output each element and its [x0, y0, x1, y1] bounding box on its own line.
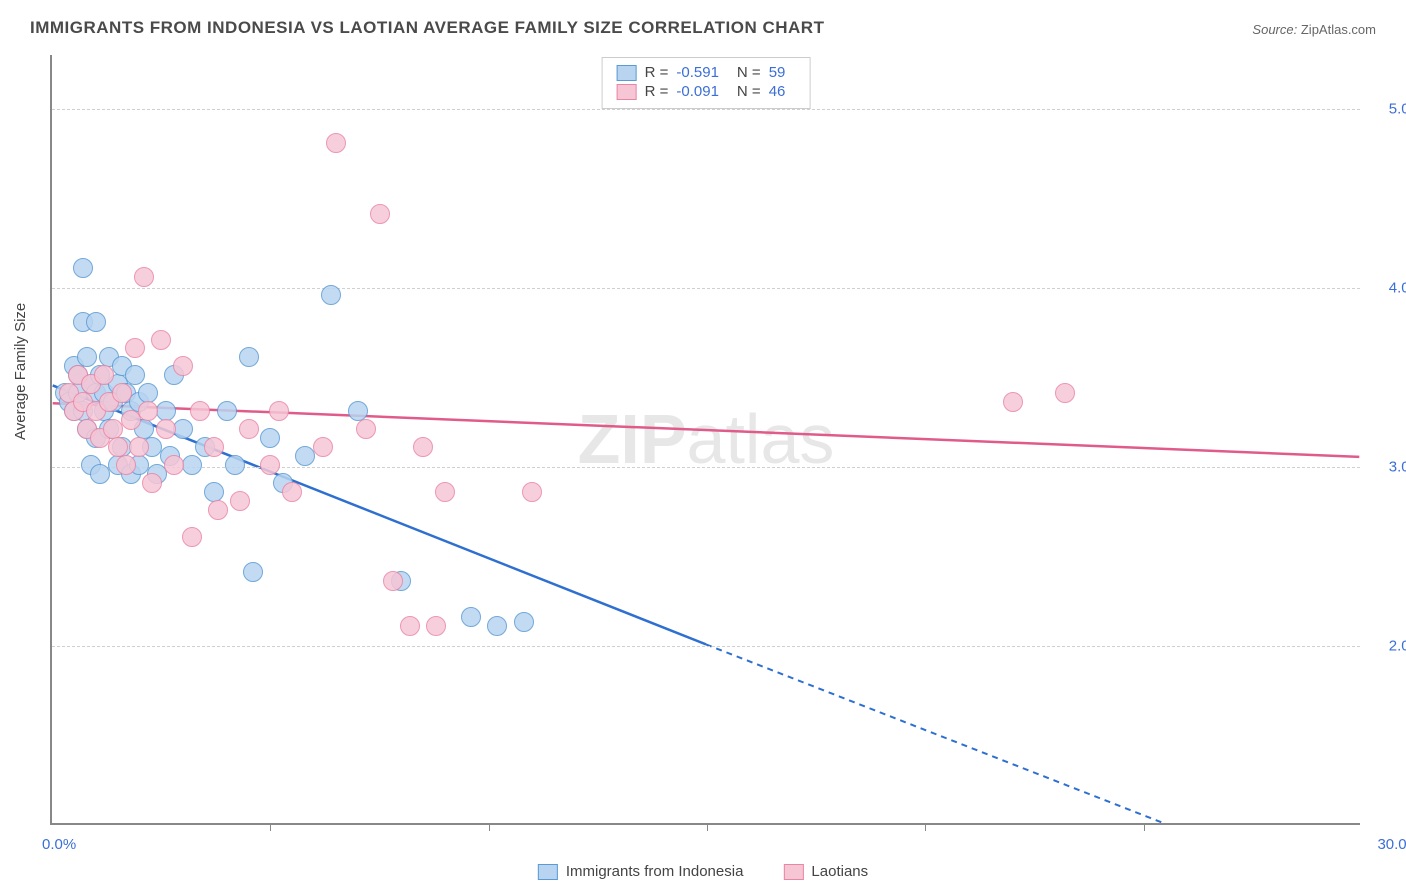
gridline: [52, 646, 1360, 647]
scatter-point: [156, 419, 176, 439]
r-label: R =: [645, 64, 669, 81]
y-tick-label: 5.00: [1389, 100, 1406, 117]
scatter-point: [134, 267, 154, 287]
scatter-point: [461, 607, 481, 627]
scatter-point: [413, 437, 433, 457]
scatter-point: [173, 356, 193, 376]
legend-item: Immigrants from Indonesia: [538, 863, 744, 880]
legend-item: Laotians: [783, 863, 868, 880]
stats-row: R = -0.591 N = 59: [617, 64, 796, 81]
y-tick-label: 3.00: [1389, 458, 1406, 475]
r-value: -0.091: [676, 83, 719, 100]
y-tick-label: 2.00: [1389, 637, 1406, 654]
scatter-point: [239, 419, 259, 439]
stats-row: R = -0.091 N = 46: [617, 83, 796, 100]
scatter-point: [356, 419, 376, 439]
trend-line-extrapolated: [706, 644, 1163, 823]
n-label: N =: [737, 64, 761, 81]
scatter-point: [383, 571, 403, 591]
scatter-point: [514, 612, 534, 632]
legend-label: Laotians: [811, 863, 868, 880]
legend-label: Immigrants from Indonesia: [566, 863, 744, 880]
legend-swatch: [538, 864, 558, 880]
scatter-point: [112, 383, 132, 403]
x-tick: [489, 823, 490, 831]
scatter-point: [230, 491, 250, 511]
scatter-point: [182, 527, 202, 547]
n-value: 59: [769, 64, 786, 81]
x-tick: [270, 823, 271, 831]
scatter-point: [142, 473, 162, 493]
gridline: [52, 467, 1360, 468]
source-attribution: Source: ZipAtlas.com: [1252, 22, 1376, 37]
scatter-point: [435, 482, 455, 502]
scatter-point: [217, 401, 237, 421]
r-value: -0.591: [676, 64, 719, 81]
scatter-point: [204, 482, 224, 502]
scatter-point: [86, 312, 106, 332]
scatter-point: [73, 258, 93, 278]
y-axis-label: Average Family Size: [12, 303, 29, 440]
scatter-point: [269, 401, 289, 421]
scatter-point: [1003, 392, 1023, 412]
scatter-point: [487, 616, 507, 636]
scatter-point: [370, 204, 390, 224]
scatter-point: [282, 482, 302, 502]
x-axis-min-label: 0.0%: [42, 836, 76, 853]
scatter-point: [125, 338, 145, 358]
legend-swatch: [617, 65, 637, 81]
x-tick: [1144, 823, 1145, 831]
correlation-stats-box: R = -0.591 N = 59 R = -0.091 N = 46: [602, 57, 811, 109]
scatter-point: [94, 365, 114, 385]
chart-title: IMMIGRANTS FROM INDONESIA VS LAOTIAN AVE…: [30, 18, 824, 38]
scatter-point: [400, 616, 420, 636]
scatter-point: [204, 437, 224, 457]
legend-swatch: [617, 84, 637, 100]
source-label: Source:: [1252, 22, 1297, 37]
n-value: 46: [769, 83, 786, 100]
scatter-point: [173, 419, 193, 439]
scatter-point: [208, 500, 228, 520]
scatter-point: [313, 437, 333, 457]
scatter-point: [1055, 383, 1075, 403]
scatter-point: [77, 347, 97, 367]
scatter-point: [129, 437, 149, 457]
scatter-point: [522, 482, 542, 502]
scatter-point: [321, 285, 341, 305]
y-tick-label: 4.00: [1389, 279, 1406, 296]
scatter-point: [243, 562, 263, 582]
x-tick: [707, 823, 708, 831]
x-tick: [925, 823, 926, 831]
scatter-point: [164, 455, 184, 475]
scatter-point: [125, 365, 145, 385]
n-label: N =: [737, 83, 761, 100]
source-value: ZipAtlas.com: [1301, 22, 1376, 37]
scatter-point: [326, 133, 346, 153]
x-axis-max-label: 30.0%: [1377, 836, 1406, 853]
scatter-point: [190, 401, 210, 421]
plot-area: ZIPatlas R =-0.591N =59R =-0.091N =46 0.…: [50, 55, 1360, 825]
scatter-point: [138, 401, 158, 421]
scatter-point: [239, 347, 259, 367]
gridline: [52, 109, 1360, 110]
scatter-point: [116, 455, 136, 475]
legend-swatch: [783, 864, 803, 880]
scatter-point: [182, 455, 202, 475]
scatter-point: [225, 455, 245, 475]
scatter-point: [426, 616, 446, 636]
bottom-legend: Immigrants from Indonesia Laotians: [538, 863, 868, 880]
gridline: [52, 288, 1360, 289]
r-label: R =: [645, 83, 669, 100]
scatter-point: [260, 428, 280, 448]
scatter-point: [260, 455, 280, 475]
scatter-point: [151, 330, 171, 350]
